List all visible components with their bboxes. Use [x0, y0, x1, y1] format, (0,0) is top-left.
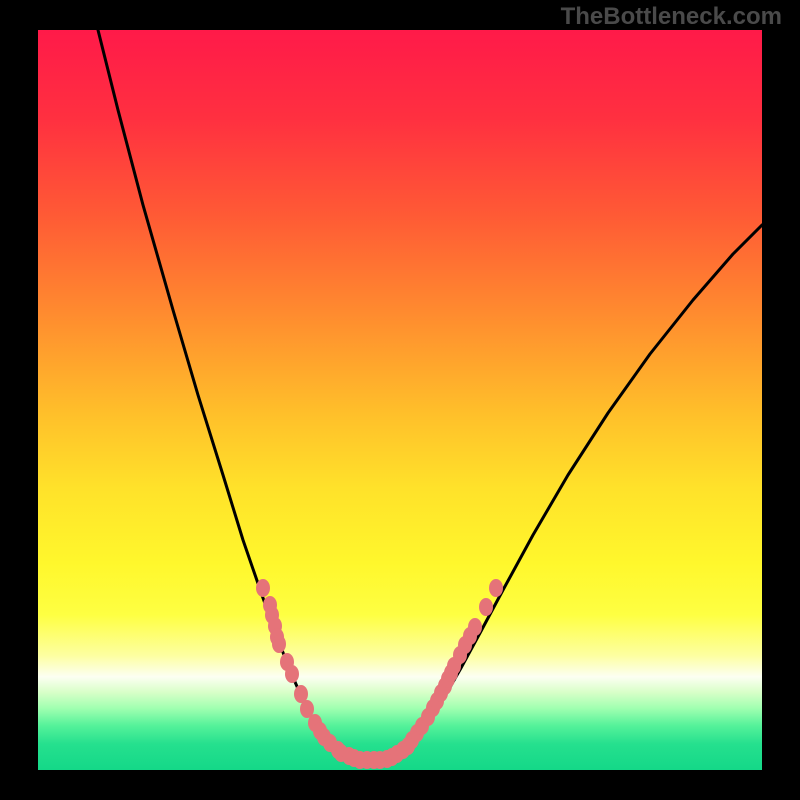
chart-svg	[38, 30, 762, 770]
data-marker	[272, 635, 286, 653]
data-marker	[468, 618, 482, 636]
data-marker	[285, 665, 299, 683]
chart-frame: TheBottleneck.com	[0, 0, 800, 800]
data-marker	[479, 598, 493, 616]
plot-area	[38, 30, 762, 770]
frame-border-right	[762, 0, 800, 800]
chart-background	[38, 30, 762, 770]
watermark-text: TheBottleneck.com	[561, 3, 782, 31]
data-marker	[489, 579, 503, 597]
frame-border-left	[0, 0, 38, 800]
data-marker	[256, 579, 270, 597]
frame-border-bottom	[0, 770, 800, 800]
